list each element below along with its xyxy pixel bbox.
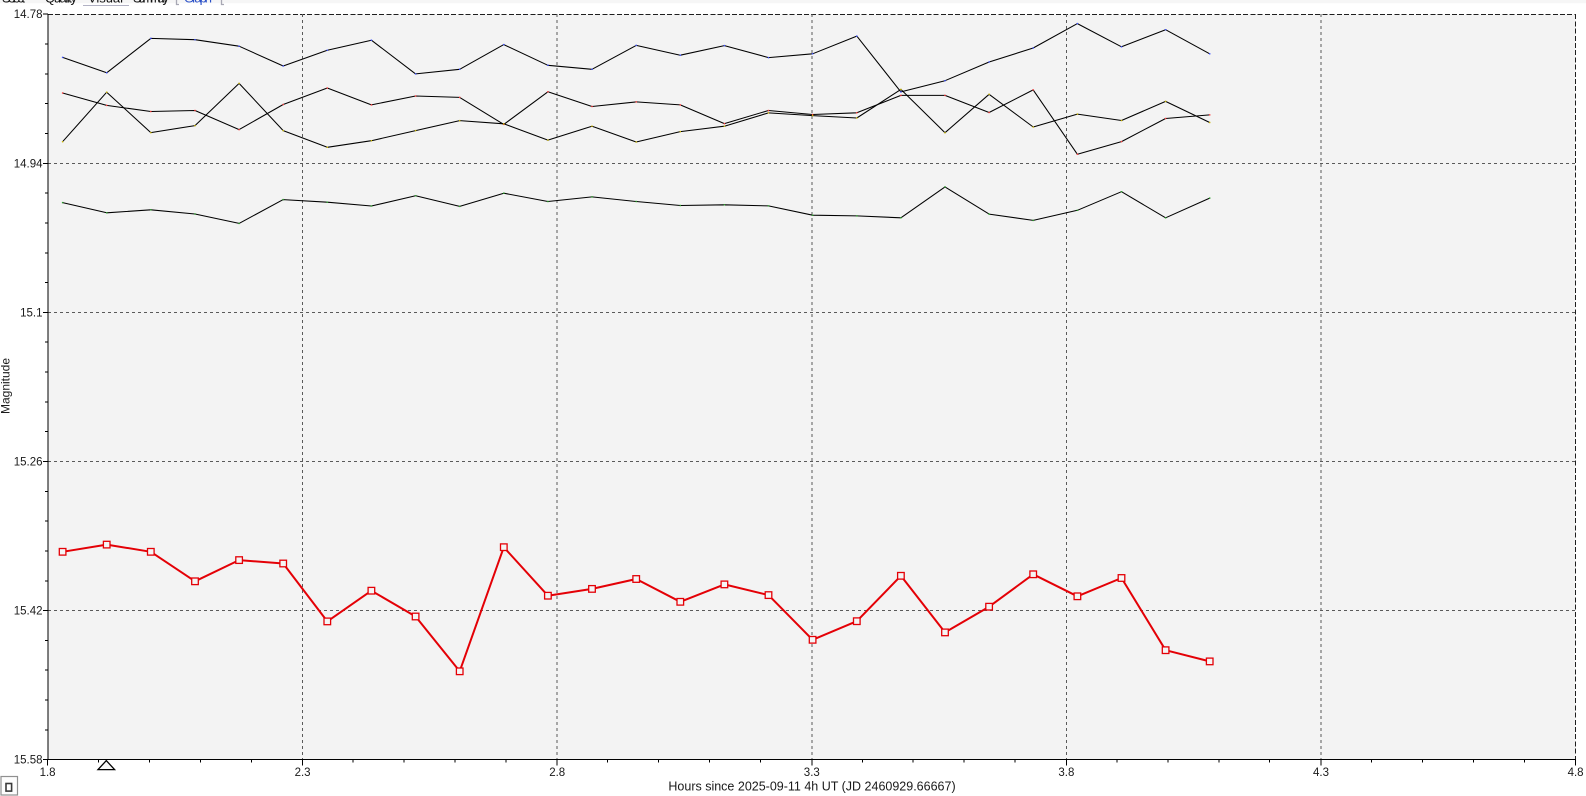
- svg-text:15.1: 15.1: [20, 307, 42, 319]
- svg-text:2.3: 2.3: [295, 767, 311, 779]
- svg-text:15.26: 15.26: [14, 457, 43, 469]
- svg-text:4.8: 4.8: [1568, 767, 1584, 779]
- svg-text:15.42: 15.42: [14, 606, 43, 618]
- svg-text:Quality: Quality: [45, 0, 78, 6]
- svg-text:3.3: 3.3: [804, 767, 820, 779]
- svg-text:Summary: Summary: [133, 0, 170, 6]
- svg-text:1.8: 1.8: [40, 767, 56, 779]
- svg-text:Magnitude: Magnitude: [0, 358, 13, 414]
- svg-text:Hours since 2025-09-11 4h UT (: Hours since 2025-09-11 4h UT (JD 2460929…: [668, 780, 955, 794]
- svg-text:2.8: 2.8: [549, 767, 565, 779]
- svg-text:14.94: 14.94: [14, 158, 43, 170]
- svg-text:Select: Select: [2, 0, 25, 6]
- svg-text:Graph: Graph: [184, 0, 212, 6]
- svg-text:Visual: Visual: [88, 0, 123, 6]
- svg-text:15.58: 15.58: [14, 755, 43, 767]
- svg-text:3.8: 3.8: [1058, 767, 1074, 779]
- svg-text:4.3: 4.3: [1313, 767, 1329, 779]
- svg-text:14.78: 14.78: [14, 9, 43, 21]
